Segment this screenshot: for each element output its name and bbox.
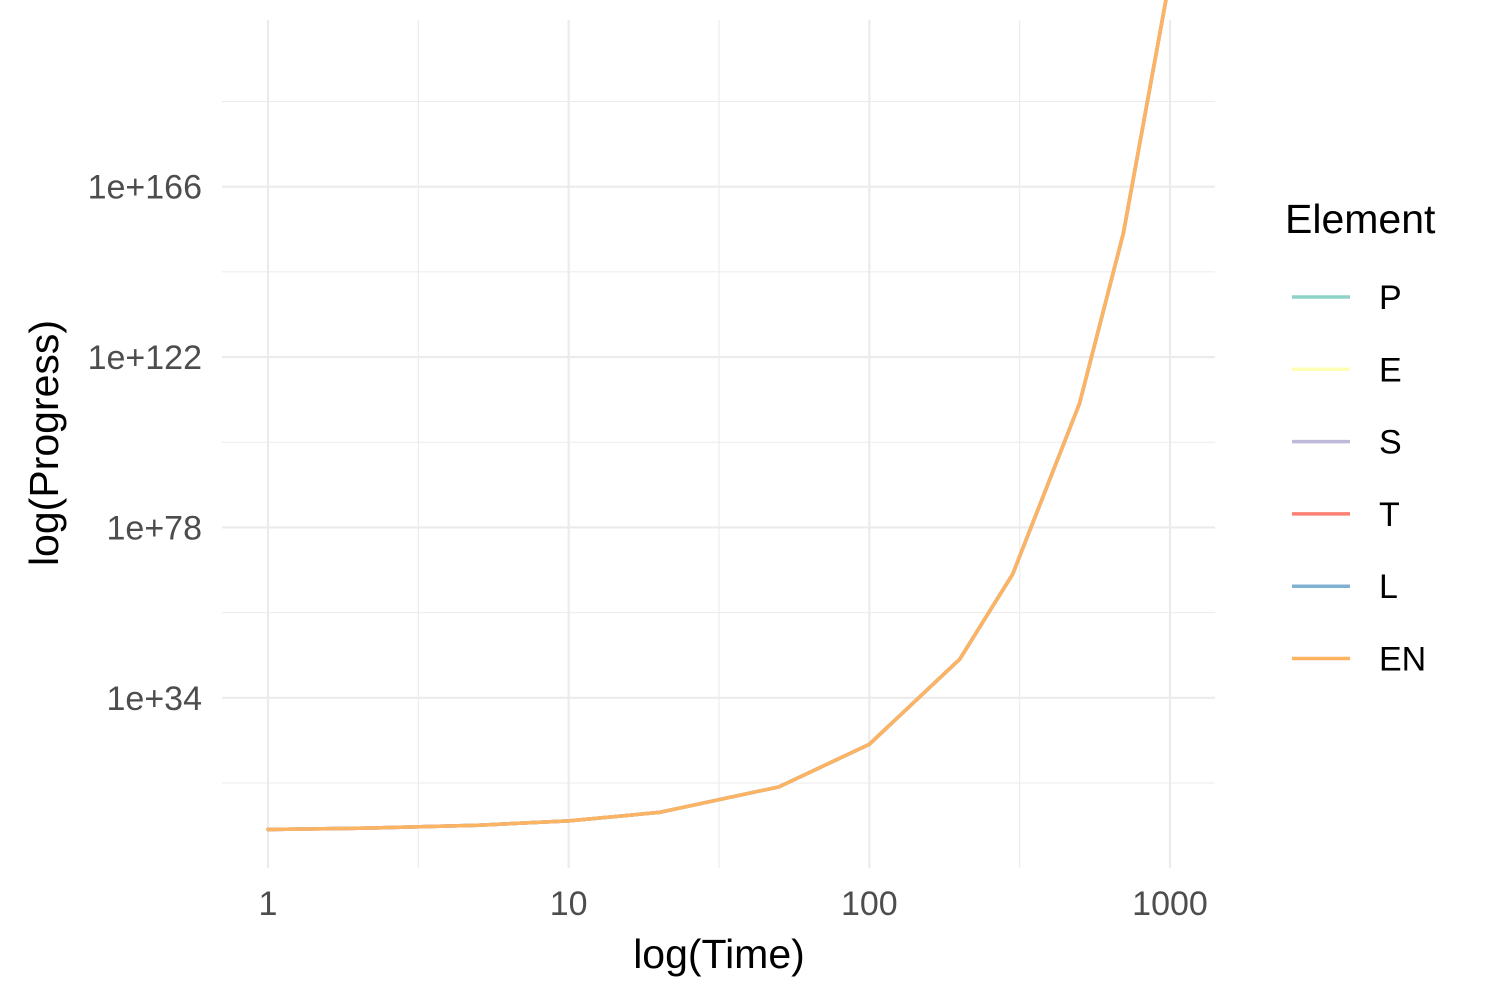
legend-item-t: T <box>1292 496 1400 534</box>
y-tick-label: 1e+78 <box>107 509 203 547</box>
series-lines <box>266 0 1168 832</box>
x-axis-title: log(Time) <box>633 931 805 977</box>
legend-label: P <box>1379 279 1402 317</box>
legend-label: L <box>1379 568 1398 606</box>
legend-title: Element <box>1285 196 1436 242</box>
y-tick-label: 1e+122 <box>88 339 202 377</box>
legend-label: EN <box>1379 641 1426 679</box>
y-tick-label: 1e+166 <box>88 169 202 207</box>
y-axis-title: log(Progress) <box>21 320 67 566</box>
legend-item-p: P <box>1292 279 1402 317</box>
series-line-en <box>266 0 1168 832</box>
legend-item-l: L <box>1292 568 1398 606</box>
legend-item-s: S <box>1292 424 1402 462</box>
x-tick-label: 10 <box>550 885 588 923</box>
x-tick-label: 1000 <box>1132 885 1208 923</box>
x-tick-label: 1 <box>259 885 278 923</box>
minor-gridlines <box>222 20 1215 868</box>
y-axis-ticks: 1e+34 1e+78 1e+122 1e+166 <box>88 169 202 718</box>
legend-item-e: E <box>1292 351 1402 389</box>
major-gridlines <box>222 20 1215 868</box>
legend-label: E <box>1379 351 1402 389</box>
legend-label: S <box>1379 424 1402 462</box>
legend-item-en: EN <box>1292 641 1426 679</box>
legend-label: T <box>1379 496 1400 534</box>
y-tick-label: 1e+34 <box>107 680 203 718</box>
x-axis-ticks: 1 10 100 1000 <box>259 885 1208 923</box>
x-tick-label: 100 <box>841 885 898 923</box>
